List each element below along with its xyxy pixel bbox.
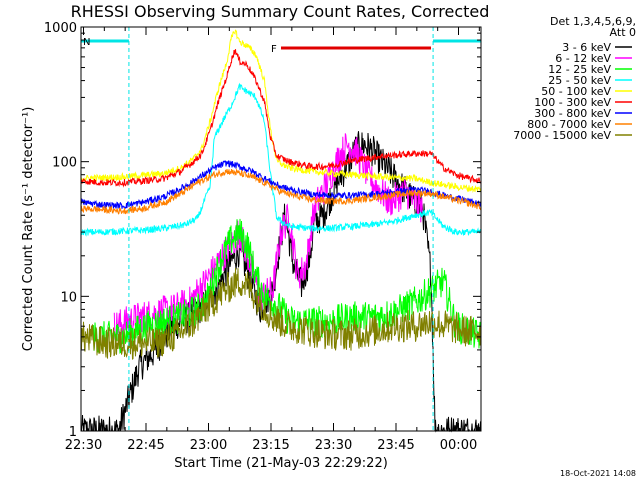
x-tick-label: 22:30 xyxy=(65,438,102,453)
legend-header: Att 0 xyxy=(610,26,636,39)
x-tick-label: 23:30 xyxy=(315,438,352,453)
x-axis-label: Start Time (21-May-03 22:29:22) xyxy=(174,456,388,471)
flare-label: F xyxy=(271,44,277,55)
y-axis-label: Corrected Count Rate (s⁻¹ detector⁻¹) xyxy=(21,107,36,352)
series-line-50-100-kev xyxy=(80,29,481,193)
legend-label-300-800-kev: 300 - 800 keV xyxy=(534,107,611,120)
series-line-800-7000-kev xyxy=(80,168,481,215)
legend-label-6-12-kev: 6 - 12 keV xyxy=(555,52,611,65)
legend-label-7000-15000-kev: 7000 - 15000 keV xyxy=(513,129,611,142)
legend-label-100-300-kev: 100 - 300 keV xyxy=(534,96,611,109)
x-tick-label: 22:45 xyxy=(127,438,164,453)
series-line-25-50-kev xyxy=(80,82,481,237)
series-line-100-300-kev xyxy=(80,49,481,188)
series-line-12-25-kev xyxy=(93,218,481,354)
legend-label-3-6-kev: 3 - 6 keV xyxy=(562,41,611,54)
timestamp: 18-Oct-2021 14:08 xyxy=(560,469,636,478)
legend-label-800-7000-kev: 800 - 7000 keV xyxy=(527,118,611,131)
legend-label-12-25-kev: 12 - 25 keV xyxy=(548,63,611,76)
y-axis: 1 10 100 1000 xyxy=(44,21,481,440)
annotation-group: NF xyxy=(81,27,481,431)
y-tick-label: 100 xyxy=(52,156,77,171)
legend-label-25-50-kev: 25 - 50 keV xyxy=(548,74,611,87)
legend-label-50-100-kev: 50 - 100 keV xyxy=(541,85,611,98)
plot-series-group xyxy=(80,29,481,433)
x-tick-label: 23:45 xyxy=(377,438,414,453)
plot-frame xyxy=(80,26,482,432)
chart-title: RHESSI Observing Summary Count Rates, Co… xyxy=(71,2,490,21)
legend-header: Det 1,3,4,5,6,9, xyxy=(550,15,636,28)
y-tick-label: 1000 xyxy=(44,21,77,36)
series-line-7000-15000-kev xyxy=(80,267,481,360)
x-tick-label: 23:00 xyxy=(190,438,227,453)
x-tick-label: 00:00 xyxy=(440,438,477,453)
y-tick-label: 1 xyxy=(69,425,77,440)
y-tick-label: 10 xyxy=(60,290,77,305)
x-tick-label: 23:15 xyxy=(252,438,289,453)
night-label: N xyxy=(83,37,90,48)
x-axis: 22:30 22:45 23:00 23:15 23:30 23:45 00:00 xyxy=(65,27,480,453)
series-line-300-800-kev xyxy=(80,160,481,211)
